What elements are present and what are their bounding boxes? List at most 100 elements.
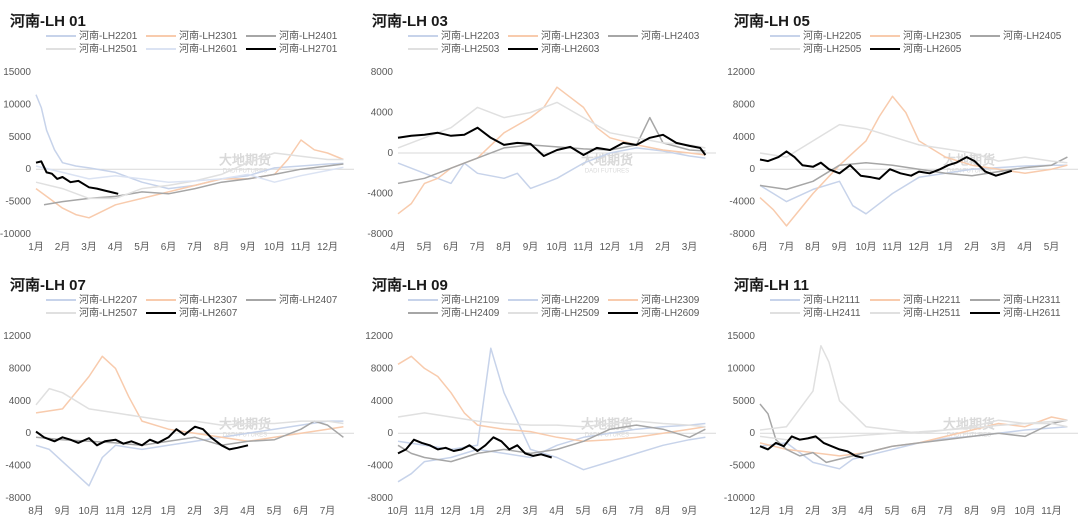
series-line — [35, 139, 344, 219]
legend-label: 河南-LH2109 — [441, 295, 500, 306]
legend-label: 河南-LH2309 — [641, 295, 700, 306]
legend-swatch — [146, 312, 176, 315]
legend-swatch — [770, 299, 800, 302]
legend-swatch — [146, 299, 176, 302]
legend-label: 河南-LH2407 — [279, 295, 338, 306]
x-tick-label: 3月 — [214, 505, 230, 517]
legend-label: 河南-LH2511 — [903, 308, 961, 319]
x-tick-label: 12月 — [131, 505, 152, 517]
chart-legend: 河南-LH2205 河南-LH2305 河南-LH2405 河南-LH2505 河南-L… — [770, 30, 1080, 56]
x-tick-label: 3月 — [832, 505, 848, 517]
x-tick-label: 11月 — [105, 505, 125, 517]
series-line — [397, 86, 706, 215]
x-tick-label: 7月 — [470, 241, 486, 253]
legend-swatch — [770, 35, 800, 38]
y-tick-label: 0 — [25, 164, 31, 175]
legend-item: 河南-LH2407 — [246, 294, 346, 307]
x-tick-label: 7月 — [629, 505, 645, 517]
chart-panel: 大地期货 DADI FUTURES -8000 -4000 0 4000 8000 4月 5月 6… — [362, 0, 722, 264]
x-tick-label: 2月 — [964, 241, 980, 253]
chart-legend: 河南-LH2201 河南-LH2301 河南-LH2401 河南-LH2501 河南-L… — [46, 30, 356, 56]
x-tick-label: 5月 — [885, 505, 901, 517]
legend-swatch — [608, 299, 638, 302]
legend-swatch — [46, 299, 76, 302]
legend-label: 河南-LH2305 — [903, 31, 962, 42]
y-tick-label: 8000 — [371, 67, 394, 78]
legend-item: 河南-LH2405 — [970, 30, 1070, 43]
x-tick-label: 10月 — [855, 241, 876, 253]
x-tick-label: 10月 — [264, 241, 285, 253]
x-tick-label: 12月 — [749, 505, 770, 517]
x-tick-label: 11月 — [573, 241, 593, 253]
x-tick-label: 4月 — [1017, 241, 1033, 253]
y-tick-label: 5000 — [733, 396, 756, 407]
legend-swatch — [870, 35, 900, 38]
watermark-text: 大地期货 — [581, 152, 633, 167]
x-tick-label: 5月 — [417, 241, 433, 253]
x-tick-label: 2月 — [496, 505, 512, 517]
y-tick-label: 4000 — [9, 396, 32, 407]
x-tick-label: 10月 — [546, 241, 567, 253]
x-tick-label: 1月 — [938, 241, 954, 253]
series-line — [35, 387, 344, 426]
series-line — [759, 425, 1068, 470]
chart-legend: 河南-LH2111 河南-LH2211 河南-LH2311 河南-LH2411 河南-L… — [770, 294, 1080, 320]
legend-item: 河南-LH2507 — [46, 307, 146, 320]
legend-swatch — [246, 35, 276, 38]
x-tick-label: 2月 — [805, 505, 821, 517]
legend-label: 河南-LH2509 — [541, 308, 600, 319]
x-tick-label: 9月 — [55, 505, 71, 517]
y-tick-label: 4000 — [371, 396, 394, 407]
x-tick-label: 1月 — [28, 241, 44, 253]
chart-legend: 河南-LH2203 河南-LH2303 河南-LH2403 河南-LH2503 河南-L… — [408, 30, 718, 56]
legend-item: 河南-LH2211 — [870, 294, 970, 307]
legend-label: 河南-LH2601 — [179, 44, 238, 55]
series-line — [759, 95, 1068, 227]
legend-item: 河南-LH2603 — [508, 43, 608, 56]
y-tick-label: 12000 — [365, 331, 393, 342]
series-line — [397, 101, 706, 149]
legend-item: 河南-LH2701 — [246, 43, 346, 56]
x-tick-label: 11月 — [1041, 505, 1061, 517]
watermark-subtext: DADI FUTURES — [947, 432, 991, 438]
legend-label: 河南-LH2205 — [803, 31, 862, 42]
legend-item: 河南-LH2209 — [508, 294, 608, 307]
x-tick-label: 9月 — [523, 241, 539, 253]
legend-label: 河南-LH2503 — [441, 44, 500, 55]
series-line — [397, 412, 706, 428]
legend-item: 河南-LH2303 — [508, 30, 608, 43]
legend-swatch — [770, 312, 800, 315]
legend-swatch — [770, 48, 800, 51]
x-tick-label: 1月 — [779, 505, 795, 517]
x-tick-label: 9月 — [991, 505, 1007, 517]
x-tick-label: 6月 — [602, 505, 618, 517]
legend-item: 河南-LH2501 — [46, 43, 146, 56]
x-tick-label: 8月 — [214, 241, 230, 253]
series-line — [759, 123, 1068, 164]
x-tick-label: 8月 — [805, 241, 821, 253]
x-tick-label: 7月 — [320, 505, 336, 517]
chart-legend: 河南-LH2109 河南-LH2209 河南-LH2309 河南-LH2409 河南-L… — [408, 294, 718, 320]
series-line — [397, 422, 706, 483]
x-tick-label: 5月 — [134, 241, 150, 253]
watermark-text: 大地期货 — [219, 152, 271, 167]
watermark-subtext: DADI FUTURES — [585, 168, 629, 174]
x-tick-label: 4月 — [390, 241, 406, 253]
legend-label: 河南-LH2209 — [541, 295, 600, 306]
y-tick-label: 10000 — [727, 363, 755, 374]
x-tick-label: 6月 — [161, 241, 177, 253]
x-tick-label: 5月 — [267, 505, 283, 517]
legend-swatch — [970, 35, 1000, 38]
legend-swatch — [870, 299, 900, 302]
x-tick-label: 2月 — [55, 241, 71, 253]
x-tick-label: 5月 — [1044, 241, 1060, 253]
y-tick-label: 10000 — [3, 99, 31, 110]
series-line — [35, 355, 344, 443]
legend-item: 河南-LH2111 — [770, 294, 870, 307]
chart-title: 河南-LH 07 — [10, 277, 86, 294]
series-line — [35, 152, 344, 200]
